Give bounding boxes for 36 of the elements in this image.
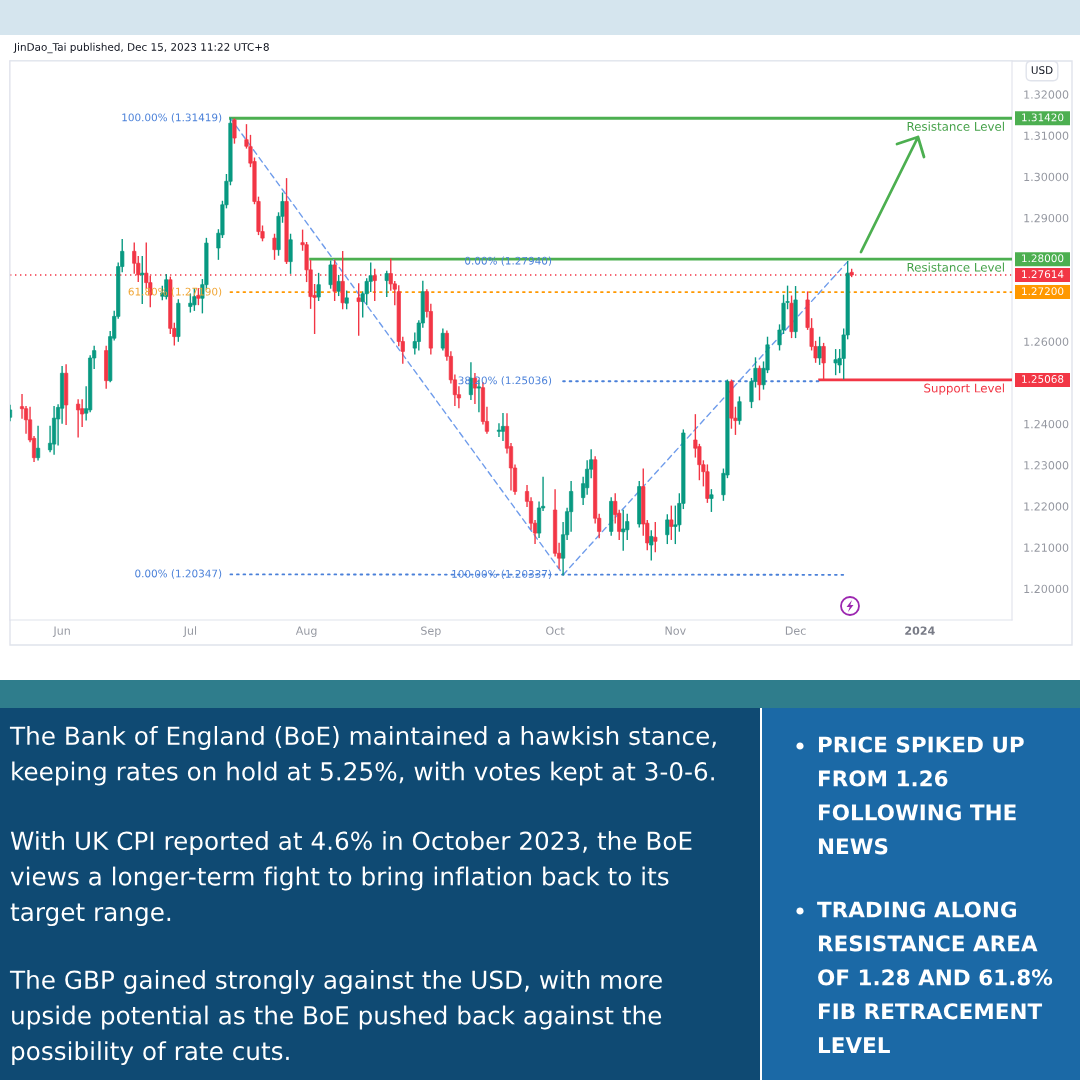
text: PRICE SPIKED UP FROM 1.26 FOLLOWING THE NEWS — [818, 736, 1024, 855]
annotation: 100.00% (1.31419) — [122, 113, 222, 123]
series-label: 1.28000 — [1022, 254, 1064, 263]
y-tick-label: 1.22000 — [1024, 502, 1069, 511]
annotation: Resistance Level — [907, 121, 1004, 131]
text: The GBP gained strongly against the USD, with more upside potential as the BoE pushed back against the possibility of rate cuts. — [9, 970, 662, 1066]
text: TRADING ALONG RESISTANCE AREA OF 1.28 AND 61.8% FIB RETRACEMENT LEVEL — [817, 901, 1053, 1054]
y-tick-label: 1.23000 — [1024, 461, 1069, 470]
y-tick-label: 1.24000 — [1024, 419, 1069, 429]
y-tick-label: 1.20000 — [1024, 584, 1069, 594]
text: With UK CPI reported at 4.6% in October 2023, the BoE views a longer-term fight to bring inflation back to its target range. — [10, 831, 692, 927]
y-tick-label: 1.30000 — [1024, 172, 1069, 182]
x-tick-label: Dec — [785, 626, 806, 635]
x-tick-label: Jul — [183, 626, 197, 637]
x-tick-label: Jun — [52, 626, 70, 637]
series-label: 1.25068 — [1022, 375, 1064, 383]
text: JinDao_Tai published, Dec 15, 2023 11:22 UTC+8 — [13, 42, 269, 54]
y-tick-label: 1.31000 — [1024, 131, 1069, 140]
x-tick-label: Nov — [665, 626, 686, 635]
x-tick-label: Oct — [546, 626, 565, 635]
y-axis-title: USD — [1031, 66, 1053, 75]
x-tick-label: Sep — [421, 626, 441, 637]
y-tick-label: 1.32000 — [1024, 90, 1069, 99]
annotation: Support Level — [924, 383, 1004, 395]
y-tick-label: 1.26000 — [1024, 337, 1069, 346]
x-tick-label: 2024 — [905, 626, 935, 635]
y-tick-label: 1.29000 — [1024, 213, 1069, 223]
annotation: 100.00% (1.20337) — [452, 569, 552, 580]
y-tick-label: 1.21000 — [1024, 543, 1069, 552]
annotation: Resistance Level — [907, 262, 1004, 272]
series-label: 1.27200 — [1022, 287, 1064, 296]
series-label: 1.31420 — [1022, 113, 1064, 122]
text: The Bank of England (BoE) maintained a hawkish stance, keeping rates on hold at 5.25%, with votes kept at 3-0-6. — [9, 726, 716, 786]
x-tick-label: Aug — [295, 626, 317, 637]
ref-line-label: 1.27614 — [1022, 270, 1064, 279]
annotation: 0.00% (1.20347) — [135, 569, 222, 579]
